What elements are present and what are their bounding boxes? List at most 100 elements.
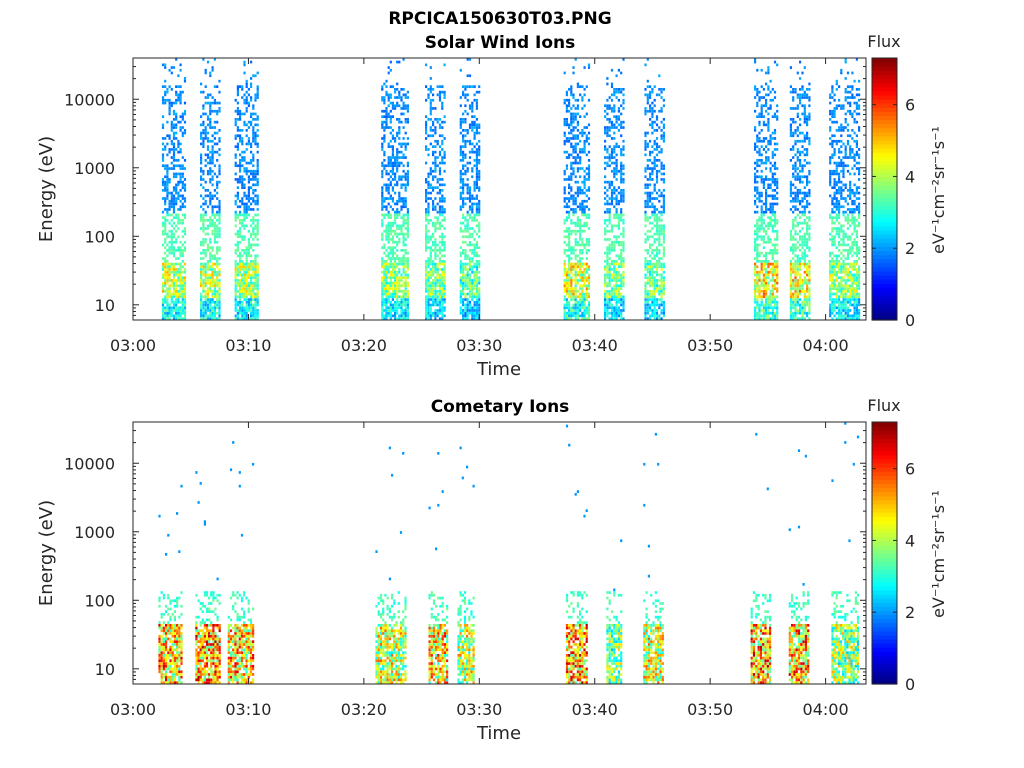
flux-cell: [658, 194, 661, 198]
flux-cell: [234, 120, 237, 124]
flux-cell: [387, 213, 390, 217]
flux-cell: [170, 167, 173, 170]
flux-cell: [765, 276, 768, 279]
flux-cell: [459, 246, 462, 249]
flux-cell: [243, 71, 246, 75]
flux-cell: [179, 68, 182, 72]
flux-cell: [394, 314, 397, 318]
flux-cell: [587, 169, 591, 173]
flux-cell: [425, 232, 428, 236]
flux-cell: [161, 115, 165, 118]
flux-cell: [427, 276, 430, 279]
flux-cell: [394, 270, 397, 274]
flux-cell: [606, 134, 609, 138]
flux-cell: [756, 243, 759, 247]
flux-cell: [436, 85, 439, 88]
flux-cell: [622, 265, 625, 269]
flux-cell: [436, 178, 439, 181]
flux-cell: [608, 219, 611, 222]
flux-cell: [653, 186, 656, 189]
flux-cell: [389, 93, 392, 97]
flux-cell: [754, 88, 757, 91]
flux-cell: [204, 240, 207, 244]
flux-cell: [209, 317, 212, 320]
flux-cell: [756, 104, 759, 108]
flux-cell: [568, 300, 571, 304]
flux-cell: [765, 161, 768, 165]
flux-cell: [200, 268, 203, 271]
flux-cell: [466, 268, 469, 271]
flux-cell: [202, 243, 205, 247]
flux-cell: [250, 120, 253, 124]
flux-cell: [565, 219, 568, 222]
flux-cell: [475, 213, 478, 217]
flux-cell: [565, 156, 568, 159]
flux-cell: [161, 63, 165, 67]
flux-cell: [579, 273, 582, 277]
flux-cell: [443, 169, 446, 173]
flux-cell: [211, 197, 214, 200]
flux-cell: [183, 77, 187, 80]
flux-cell: [406, 137, 409, 140]
flux-cell: [177, 284, 180, 288]
flux-cell: [769, 262, 772, 266]
flux-cell: [250, 77, 253, 80]
flux-cell: [565, 109, 568, 113]
flux-cell: [161, 303, 165, 307]
flux-cell: [563, 317, 566, 320]
flux-cell: [434, 238, 437, 241]
flux-cell: [441, 243, 444, 247]
flux-cell: [161, 298, 165, 301]
flux-cell: [204, 268, 207, 271]
flux-cell: [608, 202, 611, 206]
flux-cell: [568, 131, 571, 135]
flux-cell: [762, 120, 765, 124]
flux-cell: [568, 175, 571, 179]
flux-cell: [213, 150, 216, 154]
flux-cell: [170, 243, 173, 247]
flux-cell: [385, 276, 388, 279]
flux-cell: [211, 232, 214, 236]
flux-cell: [570, 287, 573, 290]
flux-cell: [570, 186, 573, 189]
flux-cell: [254, 273, 257, 277]
flux-cell: [432, 202, 435, 206]
flux-cell: [762, 281, 765, 285]
flux-cell: [610, 273, 614, 277]
flux-cell: [256, 202, 259, 206]
flux-cell: [651, 311, 654, 315]
flux-cell: [172, 159, 176, 162]
flux-cell: [247, 268, 250, 271]
flux-cell: [471, 260, 474, 263]
flux-cell: [767, 303, 770, 307]
flux-cell: [177, 120, 180, 124]
flux-cell: [478, 298, 481, 301]
flux-cell: [391, 115, 394, 118]
flux-cell: [385, 232, 388, 236]
flux-cell: [653, 295, 656, 299]
flux-cell: [164, 306, 167, 310]
flux-cell: [396, 96, 399, 99]
flux-cell: [427, 262, 430, 266]
flux-cell: [245, 314, 248, 318]
flux-cell: [660, 107, 663, 110]
flux-cell: [247, 180, 250, 184]
flux-cell: [438, 191, 442, 195]
flux-cell: [581, 202, 584, 206]
flux-cell: [216, 273, 219, 277]
flux-cell: [383, 96, 386, 99]
flux-cell: [475, 180, 478, 184]
flux-cell: [475, 164, 478, 168]
flux-cell: [610, 249, 614, 252]
flux-cell: [398, 199, 401, 203]
flux-cell: [478, 139, 481, 143]
flux-cell: [389, 300, 392, 304]
flux-cell: [391, 292, 394, 296]
flux-cell: [646, 295, 649, 299]
flux-cell: [400, 295, 403, 299]
flux-cell: [443, 137, 446, 140]
flux-cell: [216, 120, 219, 124]
flux-cell: [655, 290, 659, 293]
flux-cell: [653, 208, 656, 211]
flux-cell: [765, 287, 768, 290]
